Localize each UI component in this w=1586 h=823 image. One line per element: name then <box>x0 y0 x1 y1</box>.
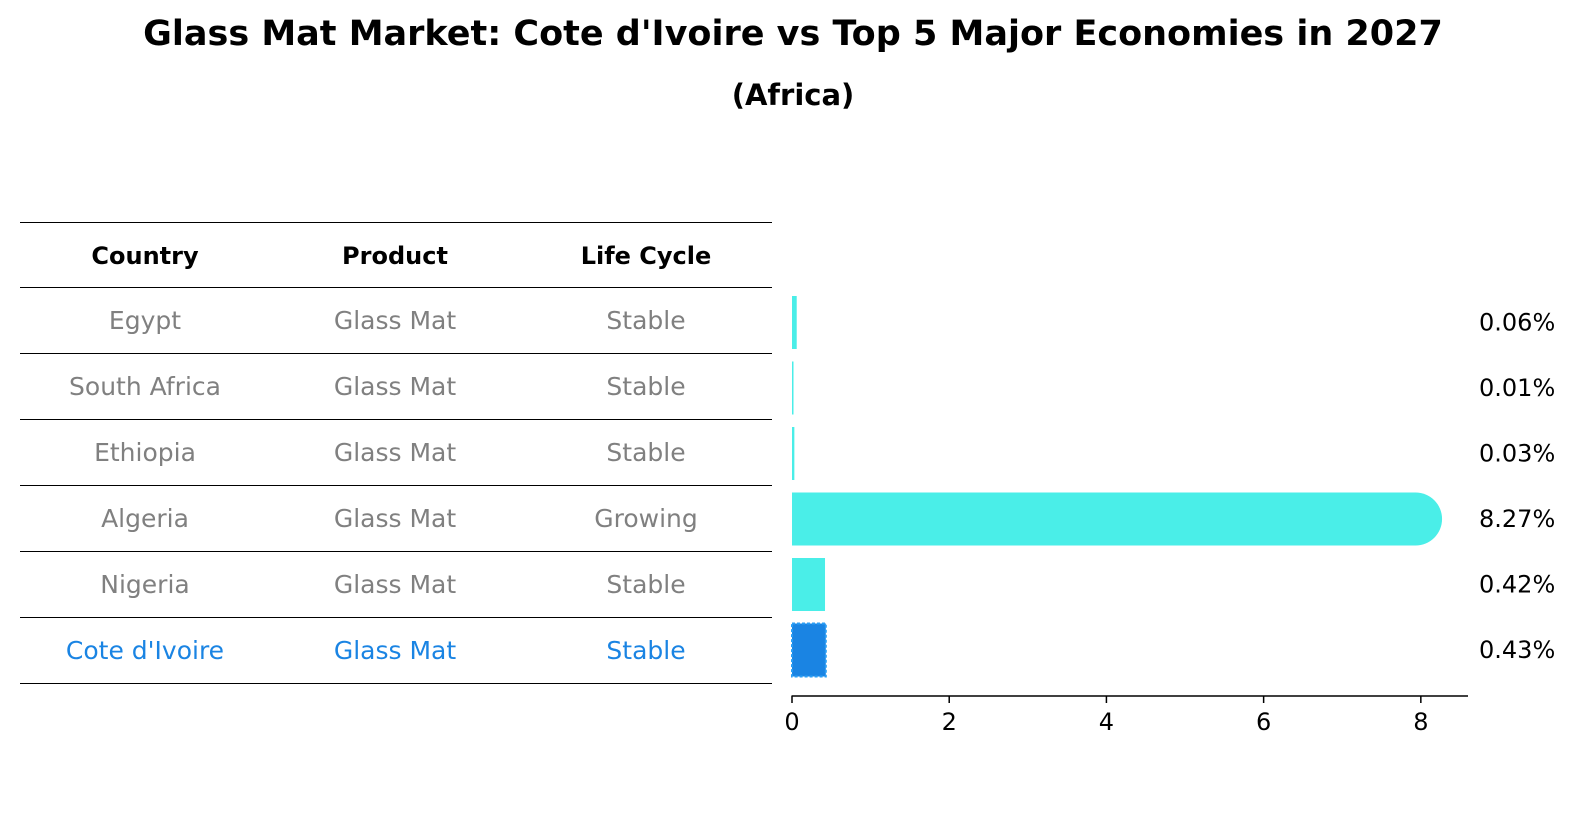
product-cell: Glass Mat <box>333 636 457 665</box>
value-label: 0.03% <box>1479 440 1555 468</box>
life-cycle-cell: Stable <box>606 438 686 467</box>
x-tick-label: 0 <box>784 708 799 736</box>
x-tick-label: 6 <box>1256 708 1271 736</box>
value-label: 8.27% <box>1479 505 1555 533</box>
x-tick-label: 2 <box>942 708 957 736</box>
life-cycle-cell: Stable <box>606 306 686 335</box>
bar <box>792 427 795 480</box>
country-cell: Ethiopia <box>94 438 196 467</box>
life-cycle-cell: Stable <box>606 636 686 665</box>
x-tick-label: 8 <box>1413 708 1428 736</box>
header-country: Country <box>91 242 199 270</box>
product-cell: Glass Mat <box>333 372 457 401</box>
table-row-highlighted: Cote d'Ivoire Glass Mat Stable <box>20 618 772 684</box>
value-label: 0.43% <box>1479 636 1555 664</box>
life-cycle-cell: Growing <box>594 504 698 533</box>
country-cell: Algeria <box>101 504 189 533</box>
country-cell: South Africa <box>69 372 221 401</box>
bar-highlighted <box>791 622 827 678</box>
country-cell: Egypt <box>108 306 182 335</box>
table-row: Nigeria Glass Mat Stable <box>20 552 772 618</box>
country-cell: Cote d'Ivoire <box>65 636 225 665</box>
bar <box>792 492 1443 546</box>
table-row: Ethiopia Glass Mat Stable <box>20 420 772 486</box>
bar <box>792 361 794 415</box>
product-cell: Glass Mat <box>333 570 457 599</box>
bar <box>792 558 826 611</box>
header-life-cycle: Life Cycle <box>580 242 712 270</box>
product-cell: Glass Mat <box>333 504 457 533</box>
life-cycle-cell: Stable <box>606 570 686 599</box>
value-label: 0.06% <box>1479 309 1555 337</box>
table-row: South Africa Glass Mat Stable <box>20 354 772 420</box>
table-row: Algeria Glass Mat Growing <box>20 486 772 552</box>
life-cycle-cell: Stable <box>606 372 686 401</box>
product-cell: Glass Mat <box>333 438 457 467</box>
chart-subtitle: (Africa) <box>731 78 855 112</box>
table-row: Egypt Glass Mat Stable <box>20 288 772 354</box>
value-label: 0.01% <box>1479 374 1555 402</box>
bar <box>792 296 797 349</box>
header-product: Product <box>342 242 448 270</box>
x-tick-label: 4 <box>1099 708 1114 736</box>
chart-title: Glass Mat Market: Cote d'Ivoire vs Top 5… <box>143 14 1443 54</box>
product-cell: Glass Mat <box>333 306 457 335</box>
table-header-row: Country Product Life Cycle <box>20 222 772 288</box>
country-cell: Nigeria <box>100 570 190 599</box>
value-label: 0.42% <box>1479 571 1555 599</box>
